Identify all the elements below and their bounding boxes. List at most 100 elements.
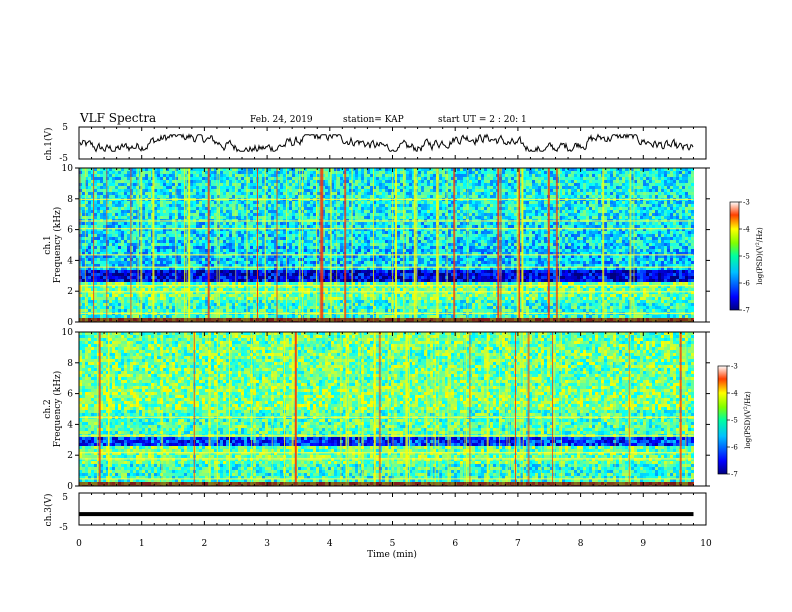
spectrogram-cell xyxy=(451,234,454,237)
spectrogram-cell xyxy=(625,174,628,177)
spectrogram-cell xyxy=(583,180,586,183)
spectrogram-cell xyxy=(217,180,220,183)
spectrogram-cell xyxy=(148,183,151,186)
spectrogram-cell xyxy=(397,195,400,198)
spectrogram-cell xyxy=(682,174,685,177)
spectrogram-cell xyxy=(175,174,178,177)
spectrogram-cell xyxy=(181,231,184,234)
spectrogram-cell xyxy=(340,180,343,183)
spectrogram-cell xyxy=(679,213,682,216)
spectrogram-cell xyxy=(586,189,589,192)
spectrogram-cell xyxy=(193,240,196,243)
spectrogram-cell xyxy=(487,216,490,219)
spectrogram-cell xyxy=(670,204,673,207)
spectrogram-cell xyxy=(211,189,214,192)
spectrogram-cell xyxy=(484,225,487,228)
spectrogram-cell xyxy=(634,231,637,234)
spectrogram-cell xyxy=(427,195,430,198)
spectrogram-cell xyxy=(322,201,325,204)
spectrogram-cell xyxy=(265,171,268,174)
spectrogram-cell xyxy=(181,228,184,231)
spectrogram-cell xyxy=(607,225,610,228)
spectrogram-cell xyxy=(550,195,553,198)
spectrogram-cell xyxy=(586,201,589,204)
spectrogram-cell xyxy=(238,231,241,234)
spectrogram-cell xyxy=(607,210,610,213)
spectrogram-cell xyxy=(130,216,133,219)
spectrogram-cell xyxy=(610,171,613,174)
spectrogram-cell xyxy=(337,192,340,195)
spectrogram-cell xyxy=(592,207,595,210)
spectrogram-cell xyxy=(412,234,415,237)
spectrogram-cell xyxy=(316,180,319,183)
spectrogram-cell xyxy=(682,189,685,192)
spectrogram-cell xyxy=(133,234,136,237)
spectrogram-cell xyxy=(433,237,436,240)
spectrogram-cell xyxy=(661,210,664,213)
spectrogram-cell xyxy=(217,222,220,225)
spectrogram-cell xyxy=(571,210,574,213)
spectrogram-cell xyxy=(553,186,556,189)
spectrogram-cell xyxy=(445,210,448,213)
spectrogram-cell xyxy=(400,225,403,228)
spectrogram-cell xyxy=(355,174,358,177)
spectrogram-cell xyxy=(442,204,445,207)
spectrogram-cell xyxy=(154,171,157,174)
spectrogram-cell xyxy=(310,195,313,198)
spectrogram-cell xyxy=(241,171,244,174)
spectrogram-cell xyxy=(295,225,298,228)
spectrogram-cell xyxy=(274,201,277,204)
spectrogram-cell xyxy=(325,222,328,225)
spectrogram-cell xyxy=(157,180,160,183)
spectrogram-cell xyxy=(253,177,256,180)
spectrogram-cell xyxy=(217,201,220,204)
spectrogram-cell xyxy=(97,222,100,225)
spectrogram-cell xyxy=(229,225,232,228)
spectrogram-cell xyxy=(160,201,163,204)
spectrogram-cell xyxy=(160,177,163,180)
spectrogram-cell xyxy=(469,189,472,192)
spectrogram-cell xyxy=(346,189,349,192)
spectrogram-cell xyxy=(682,186,685,189)
spectrogram-cell xyxy=(262,189,265,192)
spectrogram-cell xyxy=(223,210,226,213)
spectrogram-cell xyxy=(424,225,427,228)
spectrogram-cell xyxy=(514,180,517,183)
spectrogram-cell xyxy=(145,168,148,171)
spectrogram-cell xyxy=(460,174,463,177)
spectrogram-cell xyxy=(349,225,352,228)
spectrogram-cell xyxy=(166,231,169,234)
spectrogram-cell xyxy=(85,204,88,207)
spectrogram-cell xyxy=(619,207,622,210)
spectrogram-cell xyxy=(334,183,337,186)
spectrogram-cell xyxy=(88,171,91,174)
spectrogram-cell xyxy=(514,189,517,192)
spectrogram-cell xyxy=(169,234,172,237)
spectrogram-cell xyxy=(373,189,376,192)
spectrogram-cell xyxy=(418,195,421,198)
spectrogram-cell xyxy=(421,183,424,186)
spectrogram-cell xyxy=(427,168,430,171)
spectrogram-cell xyxy=(307,222,310,225)
spectrogram-cell xyxy=(397,210,400,213)
spectrogram-cell xyxy=(409,201,412,204)
spectrogram-cell xyxy=(640,207,643,210)
spectrogram-cell xyxy=(97,174,100,177)
spectrogram-cell xyxy=(505,216,508,219)
spectrogram-cell xyxy=(478,210,481,213)
spectrogram-cell xyxy=(379,231,382,234)
spectrogram-cell xyxy=(370,189,373,192)
spectrogram-cell xyxy=(454,192,457,195)
spectrogram-cell xyxy=(604,201,607,204)
spectrogram-cell xyxy=(457,207,460,210)
spectrogram-cell xyxy=(553,177,556,180)
spectrogram-cell xyxy=(169,216,172,219)
spectrogram-cell xyxy=(676,210,679,213)
spectrogram-cell xyxy=(262,237,265,240)
spectrogram-cell xyxy=(349,213,352,216)
spectrogram-cell xyxy=(292,171,295,174)
spectrogram-cell xyxy=(124,216,127,219)
spectrogram-cell xyxy=(82,189,85,192)
spectrogram-cell xyxy=(667,186,670,189)
spectrogram-cell xyxy=(502,180,505,183)
